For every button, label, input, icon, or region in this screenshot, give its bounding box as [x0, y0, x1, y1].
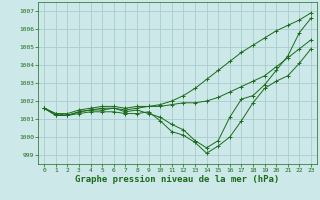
- X-axis label: Graphe pression niveau de la mer (hPa): Graphe pression niveau de la mer (hPa): [76, 175, 280, 184]
